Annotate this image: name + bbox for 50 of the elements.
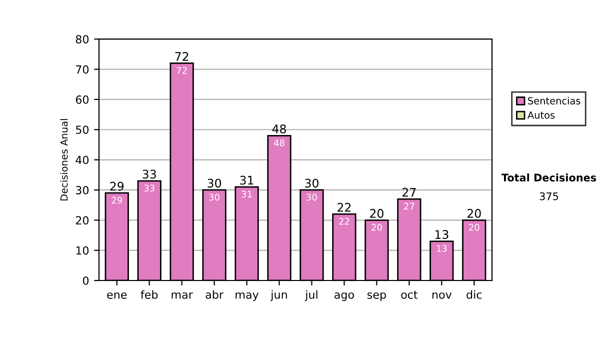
data-label: 13 xyxy=(436,245,447,252)
annotation: 13 xyxy=(435,230,448,239)
x-tick-label: jul xyxy=(304,290,318,301)
y-tick-label: 30 xyxy=(76,186,89,194)
data-label: 48 xyxy=(274,139,284,146)
annotation: 29 xyxy=(110,182,124,191)
x-tick-label: mar xyxy=(172,292,193,299)
data-label: 33 xyxy=(144,184,154,192)
annotation: 48 xyxy=(272,124,286,134)
y-tick-label: 60 xyxy=(76,95,89,104)
x-tick-label: ago xyxy=(334,292,354,301)
y-tick-label: 50 xyxy=(76,126,89,134)
data-label: 20 xyxy=(372,224,382,231)
legend-label: Autos xyxy=(527,112,555,119)
x-tick-label: nov xyxy=(432,292,452,299)
data-label: 20 xyxy=(469,224,480,231)
annotation: 20 xyxy=(467,208,481,218)
y-tick-label: 80 xyxy=(76,35,89,44)
data-label: 22 xyxy=(339,218,350,225)
y-tick-label: 70 xyxy=(76,65,89,74)
x-tick-label: may xyxy=(236,292,259,301)
data-label: 30 xyxy=(209,194,220,201)
annotation: 27 xyxy=(402,188,416,197)
y-axis-title: Decisiones Anual xyxy=(60,119,68,200)
data-label: 31 xyxy=(242,190,252,198)
annotation: 20 xyxy=(370,208,384,218)
annotation: 22 xyxy=(338,202,351,212)
data-label: 30 xyxy=(306,194,317,201)
y-tick-label: 40 xyxy=(76,156,89,164)
annotation: 30 xyxy=(305,178,318,188)
x-tick-label: dic xyxy=(466,290,482,299)
text: Total Decisiones xyxy=(501,173,596,182)
legend-label: Sentencias xyxy=(528,96,580,104)
y-tick-label: 20 xyxy=(76,216,89,225)
data-label: 72 xyxy=(176,67,187,74)
x-tick-label: sep xyxy=(367,292,386,301)
annotation: 30 xyxy=(208,178,222,188)
annotation: 31 xyxy=(240,176,254,185)
annotation: 72 xyxy=(175,52,188,61)
y-tick-label: 10 xyxy=(76,246,89,255)
data-label: 29 xyxy=(112,196,122,204)
y-tick-label: 0 xyxy=(82,276,89,285)
annotation: 33 xyxy=(142,170,156,179)
x-tick-label: abr xyxy=(206,290,224,299)
x-tick-label: ene xyxy=(107,292,127,299)
x-tick-label: oct xyxy=(401,290,418,299)
x-tick-label: jun xyxy=(270,290,287,301)
x-tick-label: feb xyxy=(140,290,158,299)
data-label: 27 xyxy=(404,202,414,210)
text: 375 xyxy=(540,192,558,200)
